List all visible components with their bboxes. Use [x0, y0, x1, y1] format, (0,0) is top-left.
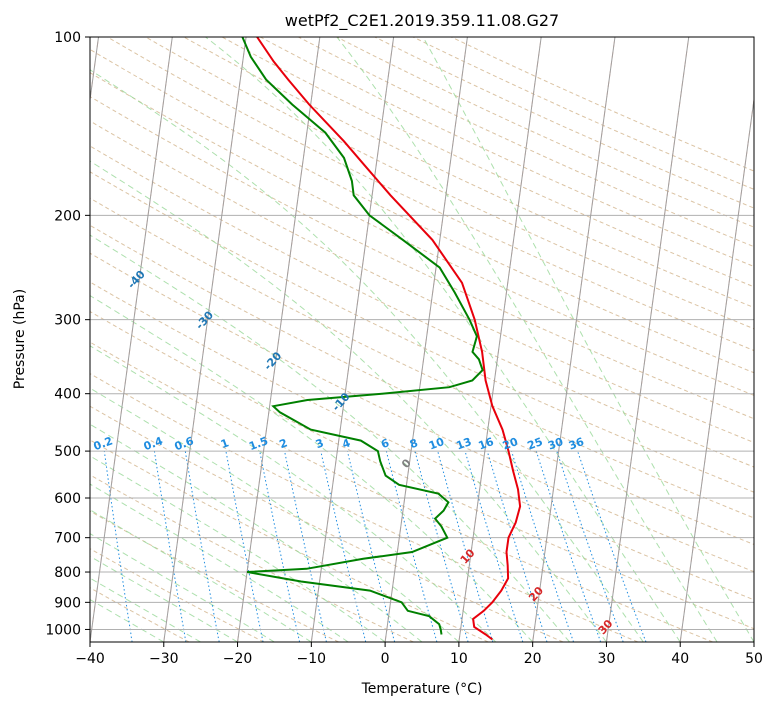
mixing-ratio-label: 16 [477, 435, 496, 453]
mixing-ratio-label: 1 [219, 436, 231, 451]
mixing-ratio-label: 3 [314, 436, 326, 451]
dry-adiabat [0, 37, 413, 642]
mixing-ratio-label: 6 [379, 436, 391, 451]
skewed-isotherm [164, 37, 246, 642]
y-tick-label: 100 [54, 30, 81, 46]
dry-adiabat [0, 37, 775, 642]
mixing-ratio-line [512, 451, 574, 642]
y-tick-label: 200 [54, 208, 81, 224]
dry-adiabat [260, 37, 775, 642]
x-tick-label: 30 [598, 651, 616, 667]
x-tick-label: −30 [149, 651, 179, 667]
skewed-isotherms [0, 37, 775, 642]
moist-adiabat [0, 37, 238, 642]
x-tick-label: −10 [297, 651, 327, 667]
mixing-ratio-label: 36 [567, 435, 586, 453]
dry-adiabat [69, 37, 775, 642]
mixing-ratio-line [226, 451, 263, 642]
moist-adiabat [0, 37, 570, 642]
mixing-ratio-line [321, 451, 366, 642]
skewed-isotherm [238, 37, 320, 642]
skewed-isotherm [606, 37, 688, 642]
dry-adiabat [0, 37, 775, 642]
isotherm-label: -20 [261, 349, 284, 373]
dewpoint-line [242, 37, 482, 635]
mixing-ratio-line [154, 451, 186, 642]
y-tick-label: 500 [54, 444, 81, 460]
dry-adiabat [0, 37, 775, 642]
moist-adiabat [0, 37, 533, 642]
moist-adiabat [0, 37, 348, 642]
isotherm-dashed [754, 37, 775, 642]
y-tick-label: 300 [54, 313, 81, 329]
mixing-ratio-line [557, 451, 623, 642]
x-tick-label: 20 [524, 651, 542, 667]
isotherm-label: -30 [193, 308, 216, 332]
dry-adiabat [0, 37, 775, 642]
mixing-ratio-label: 1.5 [247, 434, 270, 453]
skewed-isotherm [311, 37, 393, 642]
isotherm-label: 30 [596, 617, 616, 637]
y-tick-label: 1000 [45, 622, 81, 638]
y-tick-label: 400 [54, 387, 81, 403]
moist-adiabat [0, 37, 496, 642]
dry-adiabat [0, 37, 713, 642]
dry-adiabat [0, 37, 264, 642]
x-tick-label: −20 [223, 651, 253, 667]
mixing-ratio-line [578, 451, 646, 642]
moist-adiabat [39, 37, 644, 642]
x-tick-label: 0 [381, 651, 390, 667]
dry-adiabat [0, 37, 775, 642]
background-lines [0, 37, 775, 642]
y-tick-label: 600 [54, 491, 81, 507]
x-tick-label: 50 [745, 651, 763, 667]
mixing-ratio-line [487, 451, 547, 642]
plot-frame [90, 37, 754, 642]
dry-adiabat [0, 37, 339, 642]
mixing-ratio-line [104, 451, 132, 642]
skewed-isotherm [680, 37, 762, 642]
moist-adiabat [337, 37, 717, 642]
moist-adiabat [0, 37, 422, 642]
mixing-ratio-label: 0.6 [173, 434, 196, 453]
moist-adiabat [0, 37, 311, 642]
mixing-ratio-label: 8 [408, 436, 420, 451]
dry-adiabat [0, 37, 775, 642]
y-tick-label: 900 [54, 595, 81, 611]
y-axis-label: Pressure (hPa) [12, 289, 28, 389]
x-tick-label: 40 [671, 651, 689, 667]
isotherm-dashed [16, 37, 98, 642]
mixing-ratio-line [348, 451, 395, 642]
mixing-ratio-label: 25 [526, 435, 545, 452]
y-tick-label: 700 [54, 531, 81, 547]
gridlines [90, 37, 754, 629]
x-tick-label: 10 [450, 651, 468, 667]
skewed-isotherm [16, 37, 98, 642]
skewed-isotherm [754, 37, 775, 642]
mixing-ratio-line [185, 451, 219, 642]
isotherm-label: 10 [458, 546, 478, 566]
skewed-isotherm [533, 37, 615, 642]
chart-title: wetPf2_C2E1.2019.359.11.08.G27 [285, 11, 559, 31]
x-axis-label: Temperature (°C) [361, 681, 483, 697]
dry-adiabat [0, 37, 775, 642]
dry-adiabat [299, 37, 775, 642]
x-tick-label: −40 [75, 651, 105, 667]
isotherm-label: -40 [125, 268, 148, 292]
mixing-ratio-label: 2 [278, 436, 290, 451]
isotherm-label: 0 [399, 456, 414, 471]
isotherm-label: 20 [526, 584, 546, 604]
y-tick-label: 800 [54, 565, 81, 581]
dry-adiabat [0, 37, 775, 642]
moist-adiabat [0, 37, 606, 642]
dry-adiabat [0, 37, 775, 642]
dry-adiabat [375, 37, 775, 642]
mixing-ratio-label: 0.2 [92, 434, 115, 453]
